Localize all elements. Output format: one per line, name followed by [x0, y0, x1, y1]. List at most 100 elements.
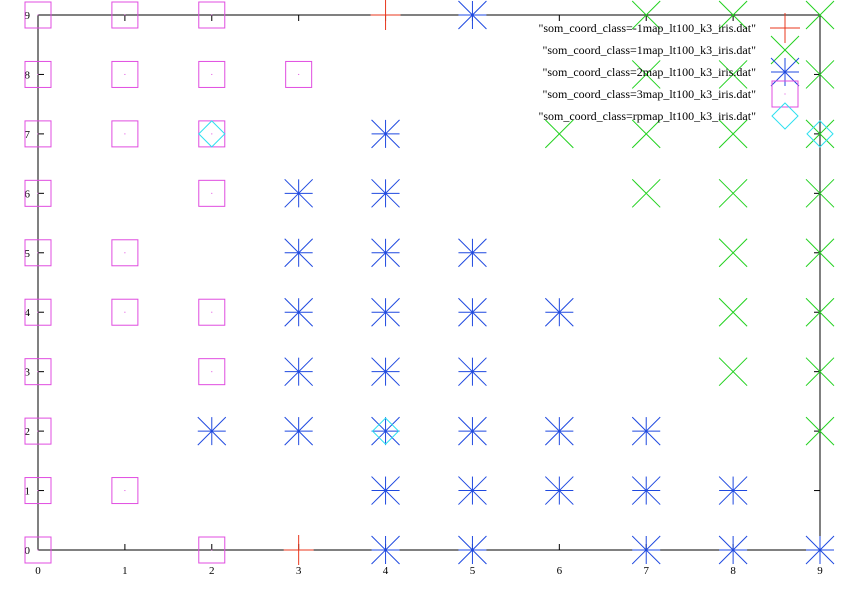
- data-point-star: [458, 416, 487, 446]
- plot-border: [37, 14, 821, 551]
- data-point-box: [111, 60, 139, 88]
- data-point-box: [111, 239, 139, 267]
- data-point-box: [24, 358, 52, 386]
- series-star: [197, 0, 835, 565]
- data-point-box: [285, 60, 313, 88]
- data-point-star: [805, 535, 835, 565]
- data-point-cross: [631, 119, 661, 149]
- y-tick-label: 4: [25, 307, 31, 319]
- data-point-box: [198, 298, 226, 326]
- data-point-diamond: [806, 120, 834, 148]
- data-point-star: [284, 178, 314, 208]
- data-point-box: [111, 477, 139, 505]
- data-point-cross: [544, 119, 574, 149]
- data-point-box: [24, 477, 52, 505]
- data-point-box: [198, 536, 226, 564]
- data-point-star: [458, 535, 487, 565]
- y-tick-label: 0: [25, 545, 31, 557]
- data-point-star: [284, 416, 314, 446]
- data-point-cross: [718, 238, 748, 268]
- y-tick-label: 2: [25, 426, 31, 438]
- data-point-star: [284, 297, 314, 327]
- x-tick-label: 1: [122, 565, 128, 577]
- data-point-star: [371, 416, 400, 446]
- y-tick-label: 3: [25, 367, 31, 379]
- data-point-box: [24, 536, 52, 564]
- legend-marker-cross: [770, 35, 800, 65]
- data-point-star: [544, 476, 574, 505]
- series-box: [24, 1, 313, 564]
- x-tick-label: 8: [730, 565, 736, 577]
- x-tick-label: 3: [296, 565, 302, 577]
- data-point-cross: [718, 357, 748, 387]
- data-point-star: [458, 238, 487, 268]
- legend-label: "som_coord_class=-1map_lt100_k3_iris.dat…: [538, 21, 756, 35]
- y-tick-label: 6: [25, 188, 31, 200]
- data-point-box: [24, 120, 52, 148]
- data-point-cross: [718, 297, 748, 327]
- x-tick-label: 5: [470, 565, 476, 577]
- data-point-cross: [631, 178, 661, 208]
- legend-marker-box: [771, 80, 799, 108]
- legend-label: "som_coord_class=2map_lt100_k3_iris.dat": [542, 65, 756, 79]
- data-point-star: [458, 0, 487, 30]
- data-point-cross: [805, 60, 835, 89]
- x-tick-label: 0: [35, 565, 41, 577]
- y-tick-label: 8: [25, 69, 31, 81]
- y-tick-label: 9: [25, 10, 31, 22]
- data-point-star: [544, 416, 574, 446]
- data-point-star: [458, 357, 487, 387]
- data-point-box: [111, 120, 139, 148]
- x-tick-label: 4: [383, 565, 389, 577]
- x-tick-label: 2: [209, 565, 215, 577]
- data-point-plus: [283, 535, 314, 565]
- data-point-cross: [631, 60, 661, 89]
- data-point-cross: [805, 297, 835, 327]
- legend-marker-plus: [770, 13, 800, 43]
- data-point-cross: [718, 178, 748, 208]
- legend-label: "som_coord_class=1map_lt100_k3_iris.dat": [542, 43, 756, 57]
- data-point-star: [718, 535, 748, 565]
- data-point-diamond: [198, 120, 226, 148]
- data-point-star: [371, 178, 400, 208]
- x-tick-label: 9: [817, 565, 823, 577]
- data-point-star: [371, 357, 400, 387]
- data-point-cross: [805, 238, 835, 268]
- series-cross: [544, 0, 835, 446]
- y-tick-label: 5: [25, 248, 31, 260]
- legend-marker-diamond: [771, 102, 799, 130]
- data-point-box: [24, 298, 52, 326]
- data-point-box: [198, 1, 226, 29]
- data-point-cross: [805, 178, 835, 208]
- legend-label: "som_coord_class=rpmap_lt100_k3_iris.dat…: [538, 109, 756, 123]
- data-point-star: [544, 297, 574, 327]
- data-point-box: [198, 120, 226, 148]
- y-tick-label: 1: [25, 486, 31, 498]
- y-tick-label: 7: [25, 129, 31, 141]
- data-point-star: [284, 357, 314, 387]
- legend-marker-star: [770, 57, 800, 87]
- x-tick-label: 6: [557, 565, 563, 577]
- data-point-box: [24, 179, 52, 207]
- data-point-star: [197, 416, 227, 446]
- data-point-star: [371, 535, 400, 565]
- data-point-star: [371, 297, 400, 327]
- data-point-cross: [718, 119, 748, 149]
- data-point-star: [631, 476, 661, 505]
- data-point-star: [371, 238, 400, 268]
- series-plus: [283, 0, 401, 565]
- data-point-star: [631, 416, 661, 446]
- data-point-box: [198, 179, 226, 207]
- legend-label: "som_coord_class=3map_lt100_k3_iris.dat": [542, 87, 756, 101]
- data-point-box: [111, 1, 139, 29]
- data-point-box: [24, 417, 52, 445]
- data-point-diamond: [371, 417, 400, 445]
- data-point-cross: [718, 0, 748, 30]
- data-point-box: [111, 298, 139, 326]
- data-point-plus: [370, 0, 401, 30]
- data-point-cross: [805, 0, 835, 30]
- data-point-box: [198, 358, 226, 386]
- data-point-star: [371, 119, 400, 149]
